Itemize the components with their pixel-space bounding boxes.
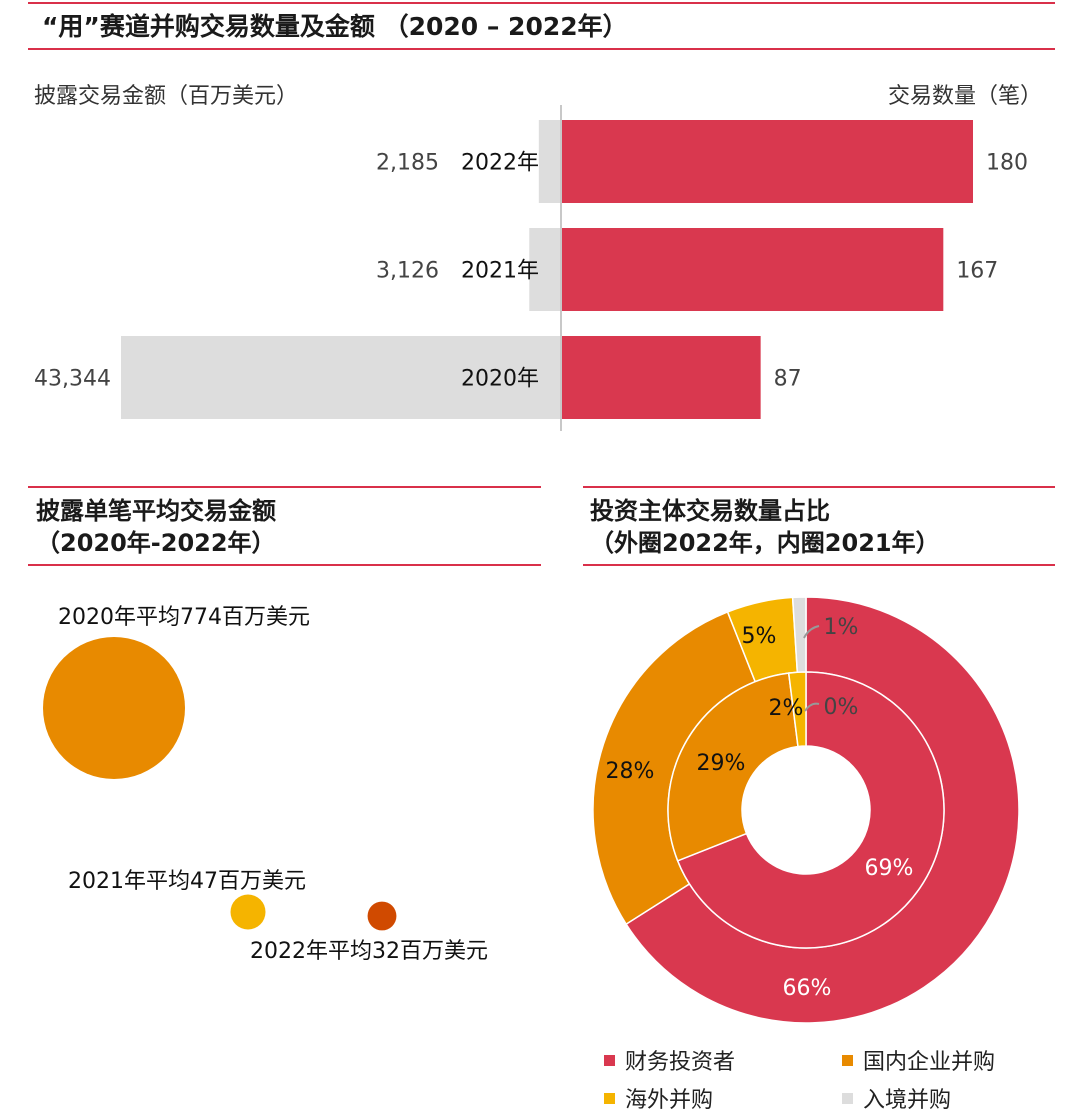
legend-label-domestic: 国内企业并购 <box>863 1050 996 1075</box>
avg-title-line1: 披露单笔平均交易金额 <box>36 497 276 525</box>
count-value-label: 167 <box>956 259 998 284</box>
legend-label-financial: 财务投资者 <box>625 1050 736 1075</box>
investor-donut-chart: 66% 28% 5% 1% 69% 29% 2% 0% <box>592 596 1020 1024</box>
amount-bar <box>121 336 561 419</box>
amount-axis-label: 披露交易金额（百万美元） <box>34 84 299 109</box>
avg-rule-bottom <box>28 564 541 566</box>
count-bar <box>562 120 973 203</box>
inner-label-overseas: 2% <box>769 696 804 721</box>
leader-line-inbound-outer <box>803 625 820 639</box>
title-rule-bottom <box>28 48 1055 50</box>
count-bar <box>562 336 761 419</box>
outer-label-financial: 66% <box>783 976 832 1001</box>
inner-ring-slice <box>787 671 807 748</box>
count-bar <box>562 228 944 311</box>
inner-ring-slice <box>667 672 799 862</box>
avg-title-line2: （2020年-2022年） <box>36 529 276 557</box>
avg-bubble-label: 2021年平均47百万美元 <box>68 869 306 894</box>
count-value-label: 87 <box>774 367 802 392</box>
inner-label-inbound: 0% <box>824 695 859 720</box>
count-axis-label: 交易数量（笔） <box>888 84 1043 109</box>
main-chart-title: “用”赛道并购交易数量及金额 （2020 – 2022年） <box>42 12 628 41</box>
outer-label-overseas: 5% <box>742 624 777 649</box>
donut-rule-bottom <box>583 564 1055 566</box>
amount-value-label: 3,126 <box>376 259 439 284</box>
avg-bubble-label: 2020年平均774百万美元 <box>58 605 310 630</box>
amount-bar <box>538 120 561 203</box>
amount-bar <box>529 228 561 311</box>
amount-value-label: 43,344 <box>34 367 111 392</box>
avg-bubble-2021 <box>230 894 266 930</box>
legend-label-inbound: 入境并购 <box>863 1088 952 1113</box>
year-label: 2020年 <box>461 367 539 392</box>
legend-item-overseas: 海外并购 <box>604 1082 713 1114</box>
legend-swatch-inbound <box>842 1092 853 1104</box>
inner-label-financial: 69% <box>865 856 914 881</box>
legend-label-overseas: 海外并购 <box>625 1088 714 1113</box>
avg-rule-top <box>28 486 541 488</box>
deal-bar-chart: 2022年 2,185 180 2021年 3,126 167 2020年 43,344 87 <box>34 105 1028 431</box>
legend-item-domestic: 国内企业并购 <box>842 1044 995 1076</box>
avg-bubble-2020 <box>43 637 185 779</box>
donut-title-line2: （外圈2022年，内圈2021年） <box>590 529 940 557</box>
inner-ring-slice <box>676 671 945 949</box>
title-rule-top <box>28 2 1055 4</box>
year-label: 2022年 <box>461 151 539 176</box>
avg-bubble-chart: 2020年平均774百万美元 2021年平均47百万美元 2022年平均32百万美元 <box>43 605 488 964</box>
donut-title-line1: 投资主体交易数量占比 <box>590 497 830 525</box>
legend-swatch-domestic <box>842 1054 853 1066</box>
donut-rule-top <box>583 486 1055 488</box>
amount-value-label: 2,185 <box>376 151 439 176</box>
count-value-label: 180 <box>986 151 1028 176</box>
legend-item-financial: 财务投资者 <box>604 1044 735 1076</box>
legend-item-inbound: 入境并购 <box>842 1082 951 1114</box>
avg-bubble-label: 2022年平均32百万美元 <box>250 939 488 964</box>
legend-swatch-financial <box>604 1054 615 1066</box>
inner-label-domestic: 29% <box>697 751 746 776</box>
outer-label-domestic: 28% <box>606 759 655 784</box>
avg-bubble-2022 <box>367 901 397 931</box>
outer-label-inbound: 1% <box>824 615 859 640</box>
legend-swatch-overseas <box>604 1092 615 1104</box>
leader-line-inbound-inner <box>804 702 820 712</box>
year-label: 2021年 <box>461 259 539 284</box>
